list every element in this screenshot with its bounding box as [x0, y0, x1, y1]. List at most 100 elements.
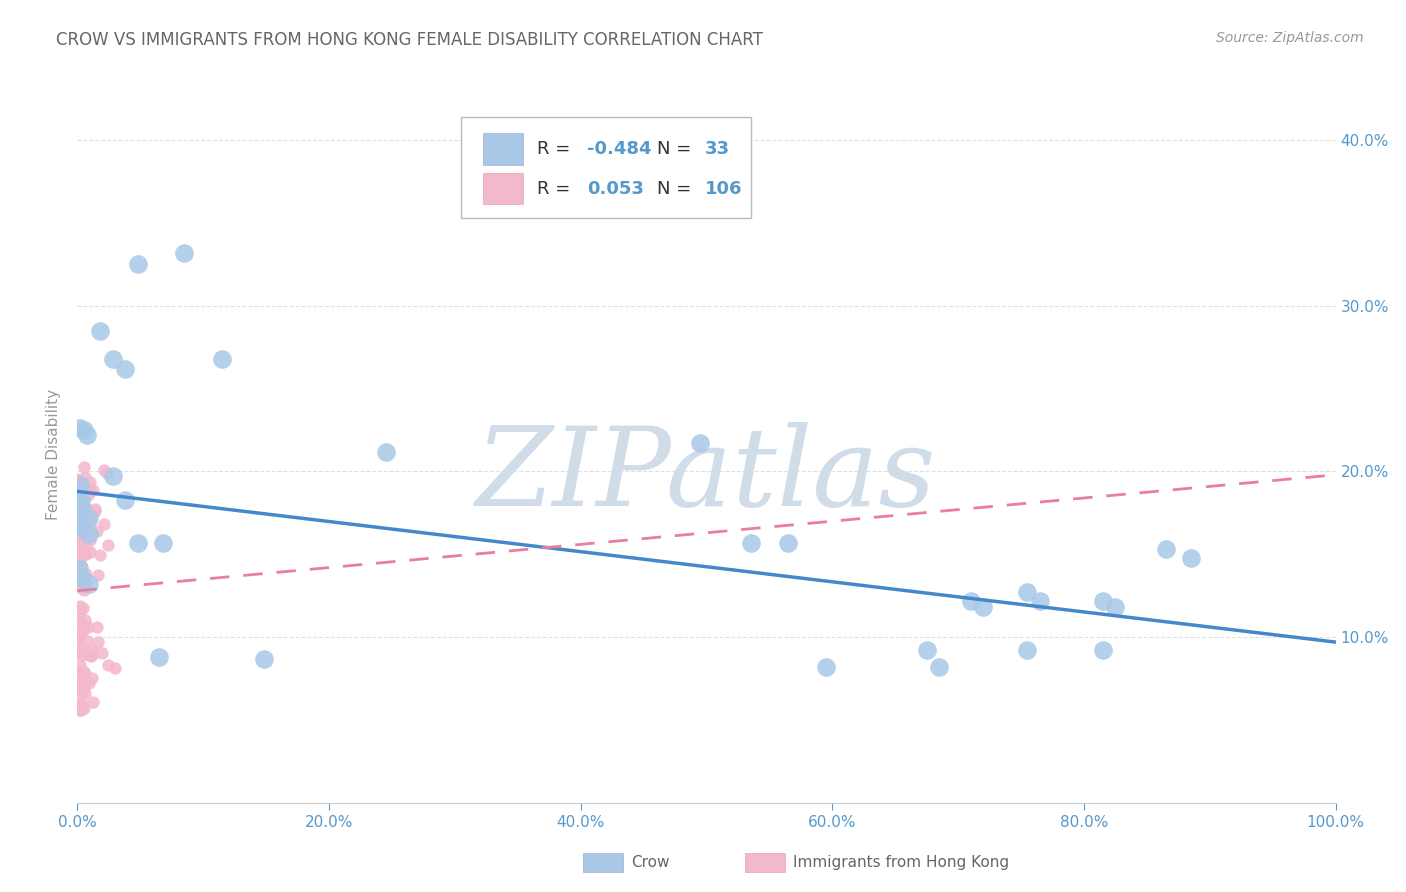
Point: [70, 603, 93, 617]
Point: [72, 502, 94, 516]
Point: [1017, 585, 1039, 599]
Point: [96, 466, 118, 480]
Point: [83, 501, 105, 516]
Point: [73, 665, 96, 679]
Point: [75, 470, 97, 484]
Point: [114, 492, 136, 507]
Point: [97, 658, 120, 673]
Point: [972, 600, 994, 615]
Point: [69, 482, 91, 496]
Point: [84, 504, 107, 518]
Point: [740, 535, 762, 549]
Text: 0.053: 0.053: [586, 180, 644, 198]
Point: [82, 671, 104, 685]
Point: [67, 530, 90, 544]
Text: Immigrants from Hong Kong: Immigrants from Hong Kong: [793, 855, 1010, 870]
Point: [66, 680, 89, 694]
Point: [67, 560, 90, 574]
Point: [67, 524, 90, 539]
Point: [70, 558, 93, 572]
FancyBboxPatch shape: [482, 173, 523, 204]
Point: [69, 703, 91, 717]
Point: [67, 630, 90, 644]
Point: [67, 553, 90, 567]
Point: [79, 475, 101, 489]
Point: [79, 545, 101, 559]
Text: 106: 106: [706, 180, 742, 198]
Point: [75, 566, 97, 581]
Point: [75, 547, 97, 561]
Point: [69, 479, 91, 493]
Point: [73, 511, 96, 525]
Point: [72, 618, 94, 632]
Point: [211, 351, 233, 366]
Point: [959, 593, 981, 607]
Point: [77, 511, 100, 525]
Point: [1154, 542, 1177, 557]
Point: [127, 535, 149, 549]
Point: [91, 646, 114, 660]
Point: [82, 483, 104, 497]
Point: [69, 658, 91, 673]
Point: [82, 694, 104, 708]
Point: [67, 519, 90, 533]
Point: [104, 661, 127, 675]
FancyBboxPatch shape: [482, 134, 523, 165]
Text: CROW VS IMMIGRANTS FROM HONG KONG FEMALE DISABILITY CORRELATION CHART: CROW VS IMMIGRANTS FROM HONG KONG FEMALE…: [56, 31, 763, 49]
Point: [70, 482, 93, 496]
Point: [1017, 643, 1039, 657]
Point: [69, 536, 91, 550]
Point: [66, 644, 89, 658]
Point: [93, 463, 115, 477]
Point: [75, 575, 97, 590]
Point: [1029, 593, 1052, 607]
Point: [80, 648, 103, 663]
Point: [127, 257, 149, 271]
Point: [77, 488, 100, 502]
Point: [69, 703, 91, 717]
Point: [77, 481, 100, 495]
Point: [67, 608, 90, 623]
Point: [70, 624, 93, 639]
Point: [67, 482, 90, 496]
Point: [93, 516, 115, 531]
Point: [67, 702, 90, 716]
Point: [69, 581, 91, 595]
Point: [75, 547, 97, 561]
Point: [79, 484, 101, 499]
Point: [778, 535, 800, 549]
Point: [689, 436, 711, 450]
Point: [77, 620, 100, 634]
Point: [72, 521, 94, 535]
Text: 33: 33: [706, 140, 730, 159]
Point: [80, 642, 103, 657]
Point: [75, 613, 97, 627]
Point: [89, 324, 111, 338]
Point: [70, 494, 93, 508]
Point: [915, 643, 938, 657]
Text: N =: N =: [658, 140, 697, 159]
Point: [252, 651, 274, 665]
Point: [66, 682, 89, 697]
Point: [75, 501, 97, 516]
Point: [928, 660, 950, 674]
Point: [66, 624, 89, 639]
Point: [72, 696, 94, 710]
Point: [66, 486, 89, 500]
Point: [173, 245, 195, 260]
Point: [67, 644, 90, 658]
Point: [815, 660, 838, 674]
Point: [72, 683, 94, 698]
Point: [70, 578, 93, 592]
Point: [66, 544, 89, 558]
Point: [69, 681, 91, 696]
Point: [70, 573, 93, 587]
Point: [69, 477, 91, 491]
Point: [73, 459, 96, 474]
Point: [70, 640, 93, 655]
Point: [67, 577, 90, 591]
Point: [77, 676, 100, 690]
Point: [73, 583, 96, 598]
Point: [87, 568, 110, 582]
Point: [114, 361, 136, 376]
